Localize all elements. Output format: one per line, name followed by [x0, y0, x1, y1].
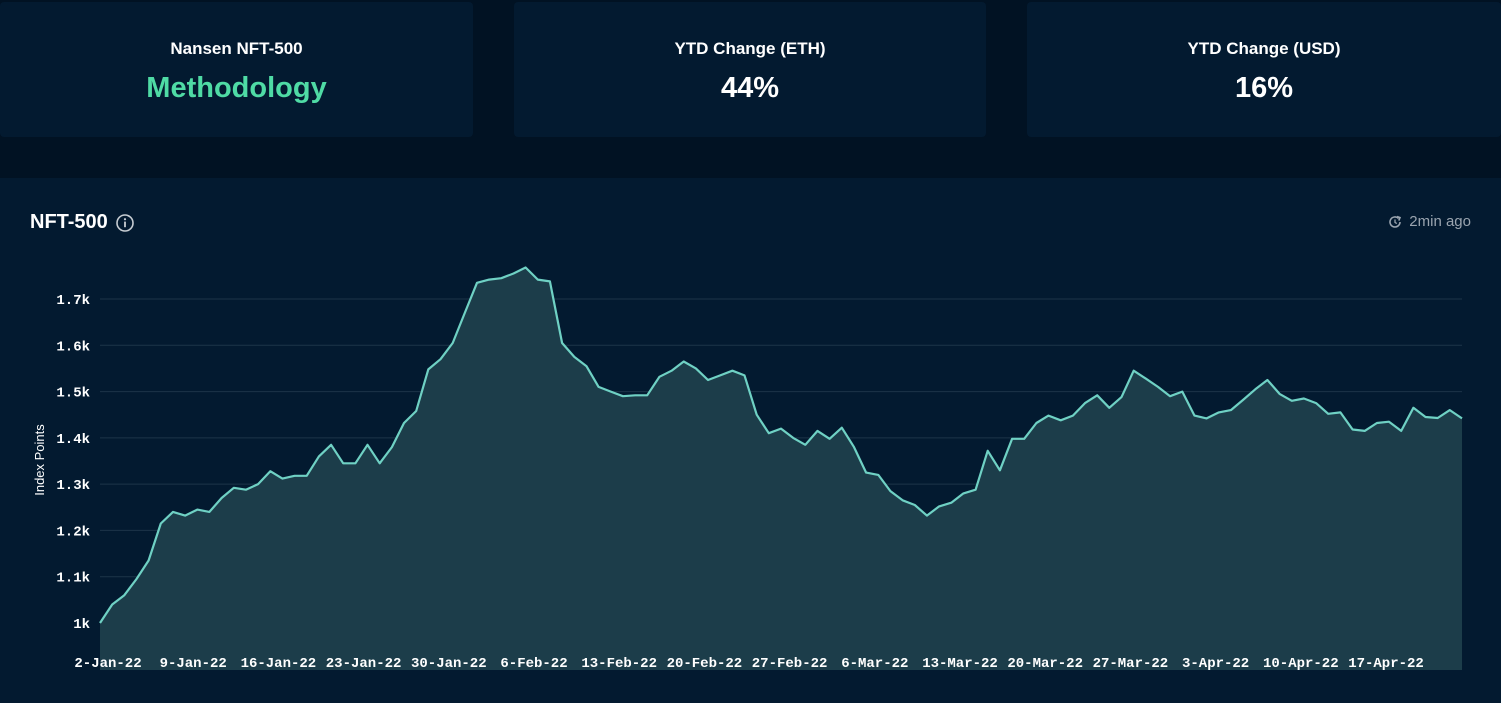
y-tick-label: 1.4k [56, 432, 90, 448]
x-axis-ticks: 2-Jan-22 9-Jan-22 16-Jan-22 23-Jan-22 30-Jan… [74, 656, 1423, 672]
series-area [100, 267, 1462, 670]
x-tick-label: 16-Jan-22 [241, 656, 317, 672]
x-tick-label: 9-Jan-22 [160, 656, 227, 672]
x-tick-label: 10-Apr-22 [1263, 656, 1339, 672]
updated-text: 2min ago [1409, 213, 1471, 230]
x-tick-label: 6-Feb-22 [500, 656, 567, 672]
x-tick-label: 27-Mar-22 [1093, 656, 1169, 672]
x-tick-label: 20-Mar-22 [1007, 656, 1083, 672]
x-tick-label: 23-Jan-22 [326, 656, 402, 672]
stat-card-ytd-eth: YTD Change (ETH) 44% [514, 2, 986, 137]
x-tick-label: 27-Feb-22 [752, 656, 828, 672]
y-tick-label: 1.6k [56, 339, 90, 355]
y-tick-label: 1.1k [56, 571, 90, 587]
stat-value: 16% [1234, 72, 1294, 104]
x-tick-label: 6-Mar-22 [841, 656, 908, 672]
stat-label: YTD Change (USD) [1187, 39, 1341, 58]
y-tick-label: 1.7k [56, 293, 90, 309]
x-tick-label: 2-Jan-22 [74, 656, 141, 672]
stat-card-ytd-usd: YTD Change (USD) 16% [1027, 2, 1501, 137]
info-icon[interactable] [116, 213, 134, 232]
nft500-chart: 1k 1.1k 1.2k 1.3k 1.4k 1.5k 1.6k 1.7k 2-Jan-22 9… [32, 266, 1463, 672]
y-tick-label: 1.2k [56, 524, 90, 540]
y-axis-label: Index Points [32, 424, 47, 496]
stat-value: 44% [720, 72, 780, 104]
stat-label: Nansen NFT-500 [170, 39, 303, 58]
methodology-link[interactable]: Methodology [146, 72, 327, 104]
y-tick-label: 1.5k [56, 386, 90, 402]
stat-label: YTD Change (ETH) [674, 39, 826, 58]
stats-row: Nansen NFT-500 Methodology YTD Change (E… [0, 0, 1501, 178]
panel-header: NFT-500 [30, 211, 134, 234]
x-tick-label: 3-Apr-22 [1182, 656, 1249, 672]
x-tick-label: 17-Apr-22 [1348, 656, 1424, 672]
x-tick-label: 20-Feb-22 [667, 656, 743, 672]
last-updated: 2min ago [1387, 213, 1471, 230]
x-tick-label: 30-Jan-22 [411, 656, 487, 672]
series-line [99, 266, 1463, 624]
chart-panel: 1k 1.1k 1.2k 1.3k 1.4k 1.5k 1.6k 1.7k 2-Jan-22 9… [0, 178, 1501, 703]
y-tick-label: 1.3k [56, 478, 90, 494]
x-tick-label: 13-Feb-22 [581, 656, 657, 672]
x-tick-label: 13-Mar-22 [922, 656, 998, 672]
y-axis-ticks: 1k 1.1k 1.2k 1.3k 1.4k 1.5k 1.6k 1.7k [56, 293, 90, 633]
panel-title: NFT-500 [30, 211, 108, 233]
refresh-icon[interactable] [1387, 214, 1403, 230]
stat-card-nft500: Nansen NFT-500 Methodology [0, 2, 473, 137]
y-tick-label: 1k [73, 617, 90, 633]
